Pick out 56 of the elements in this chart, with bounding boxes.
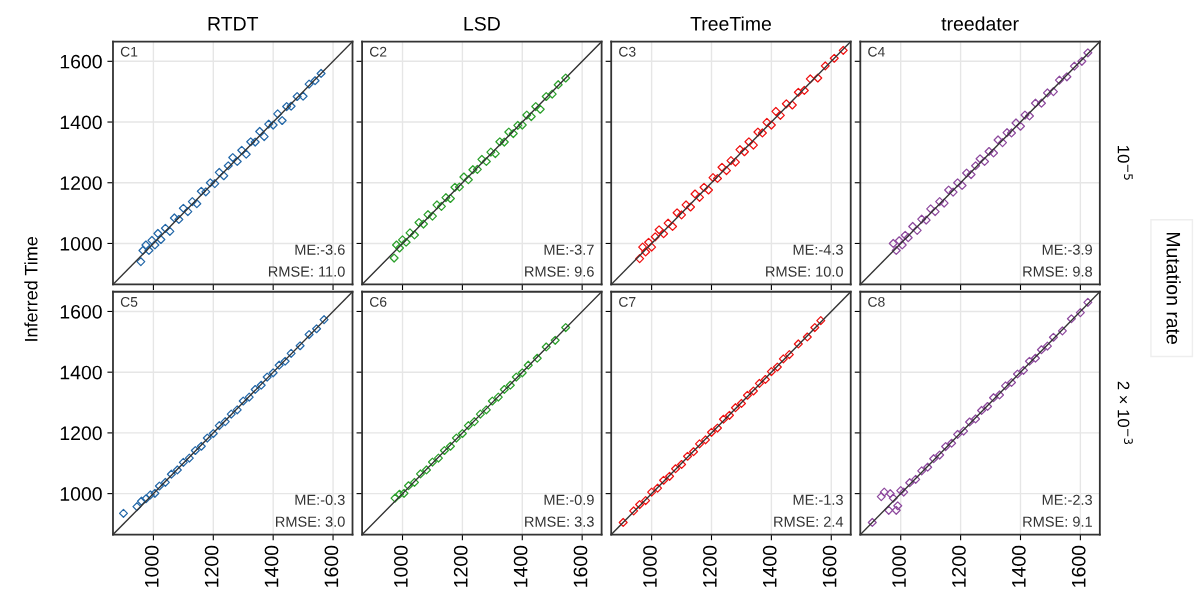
- annotation: C3: [619, 46, 636, 57]
- annotation: C2: [369, 46, 387, 57]
- x-tick-label: 1000: [393, 545, 408, 587]
- annotation: ME:-3.9: [1042, 244, 1092, 255]
- annotation: C1: [120, 46, 138, 57]
- annotation: C7: [619, 296, 636, 307]
- y-tick-label: 1400: [60, 115, 102, 130]
- x-tick-label: 1200: [204, 545, 219, 587]
- text: 2 × 10$^{−3}$: [1117, 381, 1133, 445]
- y-axis-title: Inferred Time: [24, 236, 38, 341]
- x-tick-label: 1200: [702, 545, 717, 587]
- x-tick-label: 1600: [324, 545, 339, 587]
- annotation: RMSE: 2.4: [774, 516, 844, 527]
- y-tick-label: 1000: [60, 487, 102, 501]
- annotation: RMSE: 3.0: [276, 516, 345, 527]
- annotation: ME:-3.7: [544, 244, 594, 255]
- y-tick-label: 1400: [60, 365, 102, 380]
- y-tick-label: 1000: [60, 236, 102, 251]
- annotation: RMSE: 9.1: [1023, 516, 1092, 527]
- text: Mutation rate: [1166, 232, 1181, 344]
- annotation: RMSE: 9.8: [1023, 266, 1093, 277]
- annotation: RMSE: 11.0: [268, 266, 345, 277]
- x-tick-label: 1400: [762, 545, 777, 587]
- annotation: ME:-3.6: [295, 244, 345, 255]
- x-tick-label: 1000: [643, 545, 657, 587]
- y-tick-label: 1200: [60, 426, 102, 441]
- x-tick-label: 1200: [453, 545, 468, 587]
- chart-title: RTDT: [208, 17, 259, 31]
- annotation: ME:-4.3: [793, 244, 843, 255]
- y-tick-label: 1200: [60, 176, 102, 190]
- annotation: ME:-2.3: [1042, 494, 1093, 505]
- annotation: RMSE: 3.3: [525, 516, 594, 527]
- y-tick-label: 1600: [60, 304, 102, 319]
- annotation: RMSE: 10.0: [766, 266, 843, 277]
- x-tick-label: 1600: [822, 545, 837, 587]
- y-tick-label: 1600: [60, 54, 102, 69]
- chart-title: LSD: [464, 16, 500, 31]
- x-tick-label: 1000: [892, 545, 906, 587]
- annotation: C4: [868, 46, 885, 57]
- annotation: ME:-0.9: [544, 494, 594, 505]
- x-tick-label: 1400: [513, 545, 528, 587]
- x-tick-label: 1600: [1071, 545, 1086, 587]
- chart-title: treedater: [941, 16, 1019, 31]
- annotation: C6: [369, 296, 387, 307]
- text: 10$^{−5}$: [1117, 146, 1133, 180]
- x-tick-label: 1400: [1011, 545, 1026, 587]
- x-tick-label: 1600: [573, 545, 588, 587]
- x-tick-label: 1000: [144, 545, 159, 587]
- annotation: RMSE: 9.6: [525, 266, 594, 277]
- x-tick-label: 1400: [264, 545, 279, 587]
- chart-title: TreeTime: [690, 16, 771, 31]
- x-tick-label: 1200: [952, 545, 966, 587]
- annotation: C5: [120, 296, 138, 307]
- annotation: C8: [868, 296, 885, 307]
- annotation: ME:-0.3: [295, 494, 345, 505]
- annotation: ME:-1.3: [793, 494, 843, 505]
